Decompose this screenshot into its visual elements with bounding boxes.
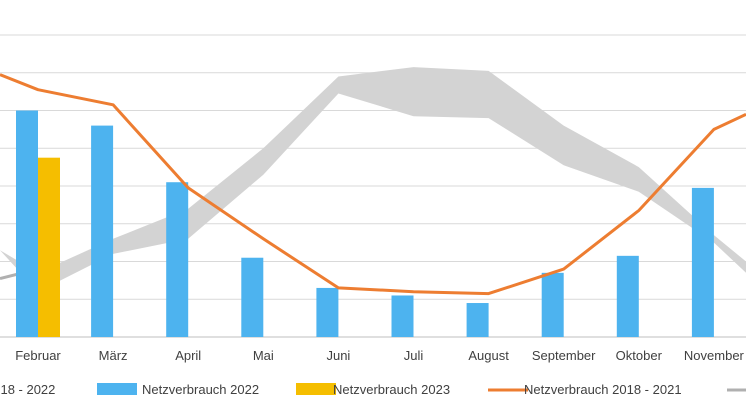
bar-2022-Oktober (616, 255, 639, 337)
x-tick-label-August: August (468, 348, 509, 363)
legend-label-bar-2023: Netzverbrauch 2023 (333, 382, 450, 397)
line-series (0, 73, 746, 296)
bar-2022-März (91, 125, 114, 337)
bar-2022-August (466, 303, 489, 337)
bar-series (16, 110, 714, 337)
gridlines (0, 34, 746, 338)
x-tick-label-Mai: Mai (253, 348, 274, 363)
bar-2022-April (166, 182, 189, 337)
bar-2022-Juli (391, 295, 414, 337)
legend-swatch-bar-2022 (97, 383, 137, 395)
legend-entry-bar-2022: Netzverbrauch 2022 (97, 382, 259, 397)
legend-swatch-bar-2023 (296, 383, 336, 395)
bar-2023-Februar (38, 157, 60, 337)
x-tick-label-Juni: Juni (326, 348, 350, 363)
bar-2022-Mai (241, 257, 264, 337)
legend-entry-bar-2023: Netzverbrauch 2023 (296, 382, 450, 397)
legend-entry-band: 2018 - 2022 (0, 382, 55, 397)
x-tick-label-September: September (532, 348, 596, 363)
bar-2022-Februar (16, 110, 38, 337)
legend-label-bar-2022: Netzverbrauch 2022 (142, 382, 259, 397)
x-tick-label-November: November (684, 348, 745, 363)
legend-label-band: 2018 - 2022 (0, 382, 55, 397)
x-tick-label-Oktober: Oktober (616, 348, 663, 363)
bar-2022-September (541, 272, 564, 337)
x-tick-label-Februar: Februar (15, 348, 61, 363)
bar-2022-November (691, 187, 714, 337)
legend: 2018 - 2022 Netzverbrauch 2022 Netzverbr… (0, 382, 746, 397)
x-axis-tick-labels: Februar März April Mai Juni Juli August Septemb… (15, 348, 744, 363)
line-netzverbrauch-2018-2021 (0, 73, 746, 296)
legend-entry-line: Netzverbrauch 2018 - 2021 (488, 382, 682, 397)
x-tick-label-Juli: Juli (404, 348, 424, 363)
legend-label-line: Netzverbrauch 2018 - 2021 (524, 382, 682, 397)
x-tick-label-April: April (175, 348, 201, 363)
bar-2022-Juni (316, 287, 339, 337)
x-tick-label-März: März (99, 348, 128, 363)
